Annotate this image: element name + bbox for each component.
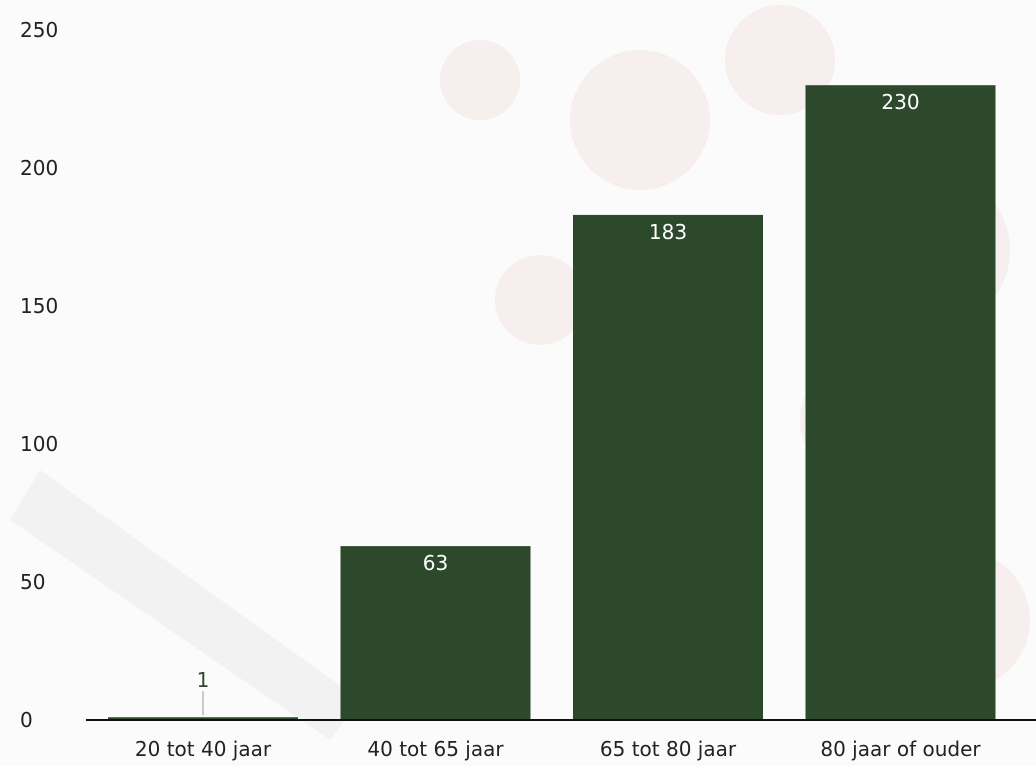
bars-group: 1 63 183 230 xyxy=(108,85,996,721)
x-tick-label: 20 tot 40 jaar xyxy=(135,737,272,761)
y-tick-label: 100 xyxy=(20,432,58,456)
x-tick-label: 40 tot 65 jaar xyxy=(367,737,504,761)
watermark-stroke xyxy=(10,470,360,740)
y-axis-ticks: 0 50 100 150 200 250 xyxy=(20,18,58,732)
data-label: 183 xyxy=(649,220,687,244)
y-tick-label: 150 xyxy=(20,294,58,318)
watermark-blossom xyxy=(570,50,710,190)
y-tick-label: 0 xyxy=(20,708,33,732)
y-tick-label: 250 xyxy=(20,18,58,42)
watermark-blossom xyxy=(440,40,520,120)
data-label: 1 xyxy=(197,668,210,692)
watermark-blossom xyxy=(495,255,585,345)
x-tick-label: 80 jaar of ouder xyxy=(820,737,981,761)
bar xyxy=(805,85,996,720)
x-axis-labels: 20 tot 40 jaar 40 tot 65 jaar 65 tot 80 ja… xyxy=(135,737,981,761)
bar xyxy=(340,546,531,720)
y-tick-label: 200 xyxy=(20,156,58,180)
data-label: 230 xyxy=(881,90,919,114)
bar xyxy=(108,717,298,720)
y-tick-label: 50 xyxy=(20,570,45,594)
data-label: 63 xyxy=(423,551,448,575)
x-tick-label: 65 tot 80 jaar xyxy=(600,737,737,761)
bar xyxy=(573,214,763,721)
